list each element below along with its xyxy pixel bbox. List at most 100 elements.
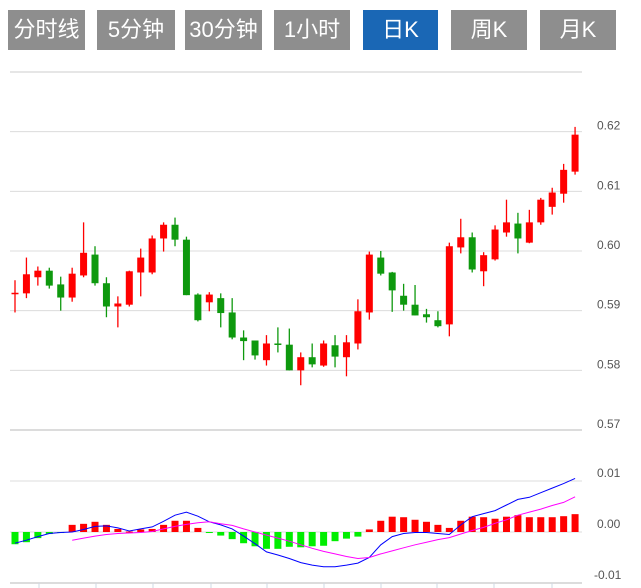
price-tick-label: 0.58 xyxy=(597,357,621,371)
macd-bar-positive xyxy=(148,528,156,532)
macd-panel xyxy=(11,477,579,568)
candle-body xyxy=(91,254,99,284)
tab-daily-k[interactable]: 日K xyxy=(363,10,438,50)
macd-bar-negative xyxy=(342,532,350,539)
candle-up xyxy=(205,292,213,312)
macd-bar-negative xyxy=(320,532,328,546)
candle-body xyxy=(217,298,225,314)
tab-timeshare[interactable]: 分时线 xyxy=(8,10,85,50)
candle-up xyxy=(560,163,568,203)
candle-down xyxy=(285,328,293,371)
macd-tick-label: 0.00 xyxy=(597,517,621,531)
candle-down xyxy=(377,251,385,276)
macd-bar-positive xyxy=(125,531,133,533)
candles xyxy=(11,126,579,386)
macd-bar-negative xyxy=(251,532,259,547)
candle-up xyxy=(160,222,168,252)
tab-30min[interactable]: 30分钟 xyxy=(185,10,262,50)
macd-tick-label: -0.01 xyxy=(594,568,622,582)
dif-line xyxy=(14,477,576,568)
candle-up xyxy=(148,235,156,275)
candle-body xyxy=(194,294,202,321)
candle-up xyxy=(480,252,488,287)
candle-body xyxy=(365,254,373,313)
candle-body xyxy=(400,295,408,305)
candle-up xyxy=(571,126,579,175)
candle-body xyxy=(22,274,30,294)
tab-5min[interactable]: 5分钟 xyxy=(97,10,175,50)
price-tick-label: 0.60 xyxy=(597,238,621,252)
macd-bar-positive xyxy=(388,516,396,532)
candle-body xyxy=(125,271,133,305)
candle-body xyxy=(525,222,533,243)
candle-body xyxy=(491,229,499,260)
tab-weekly-k[interactable]: 周K xyxy=(451,10,527,50)
candle-down xyxy=(388,271,396,312)
macd-bar-negative xyxy=(331,532,339,542)
candle-body xyxy=(148,238,156,273)
tab-1hour[interactable]: 1小时 xyxy=(274,10,350,50)
candle-body xyxy=(34,270,42,278)
macd-bar-negative xyxy=(228,532,236,540)
candle-down xyxy=(240,330,248,361)
tab-monthly-k[interactable]: 月K xyxy=(540,10,616,50)
candle-down xyxy=(434,311,442,328)
macd-bar-positive xyxy=(102,524,110,532)
candle-down xyxy=(400,283,408,311)
candle-body xyxy=(262,343,270,361)
macd-bar-positive xyxy=(422,521,430,532)
candle-body xyxy=(274,343,282,345)
candle-body xyxy=(434,320,442,327)
candle-up xyxy=(137,248,145,297)
candle-up xyxy=(354,299,362,350)
price-tick-label: 0.61 xyxy=(597,178,621,192)
macd-bar-positive xyxy=(560,516,568,532)
macd-bar-positive xyxy=(491,518,499,532)
macd-bar-negative xyxy=(240,532,248,544)
candle-down xyxy=(171,217,179,247)
period-tabs: 分时线 5分钟 30分钟 1小时 日K 周K 月K xyxy=(0,0,641,60)
candle-body xyxy=(228,312,236,338)
macd-bar-negative xyxy=(297,532,305,548)
macd-bar-positive xyxy=(502,516,510,532)
macd-bar-positive xyxy=(194,527,202,532)
candle-down xyxy=(331,335,339,368)
candle-down xyxy=(217,293,225,328)
candle-up xyxy=(125,270,133,307)
candle-up xyxy=(114,296,122,328)
dea-line xyxy=(72,496,576,560)
candle-body xyxy=(411,304,419,316)
candle-up xyxy=(262,335,270,366)
candle-body xyxy=(388,272,396,291)
macd-bar-positive xyxy=(68,524,76,532)
price-tick-label: 0.57 xyxy=(597,417,621,431)
candle-body xyxy=(422,314,430,318)
macd-bar-positive xyxy=(480,517,488,532)
candle-body xyxy=(57,284,65,298)
candle-down xyxy=(228,298,236,340)
macd-bar-positive xyxy=(445,527,453,532)
macd-bar-positive xyxy=(400,517,408,532)
candle-body xyxy=(320,343,328,366)
macd-bar-negative xyxy=(274,532,282,549)
candle-body xyxy=(80,252,88,276)
candle-body xyxy=(68,273,76,298)
macd-bar-negative xyxy=(205,532,213,534)
candle-body xyxy=(308,357,316,365)
candle-body xyxy=(342,342,350,358)
macd-bar-negative xyxy=(285,532,293,547)
candle-body xyxy=(251,340,259,356)
candle-up xyxy=(457,218,465,254)
candle-body xyxy=(114,303,122,307)
macd-bar-positive xyxy=(468,516,476,532)
candle-body xyxy=(102,283,110,307)
candle-up xyxy=(548,187,556,215)
candle-body xyxy=(457,237,465,248)
candle-body xyxy=(331,345,339,357)
candle-body xyxy=(240,337,248,342)
candle-body xyxy=(160,224,168,239)
candle-body xyxy=(11,292,19,295)
candle-body xyxy=(45,270,53,286)
candle-up xyxy=(502,199,510,237)
